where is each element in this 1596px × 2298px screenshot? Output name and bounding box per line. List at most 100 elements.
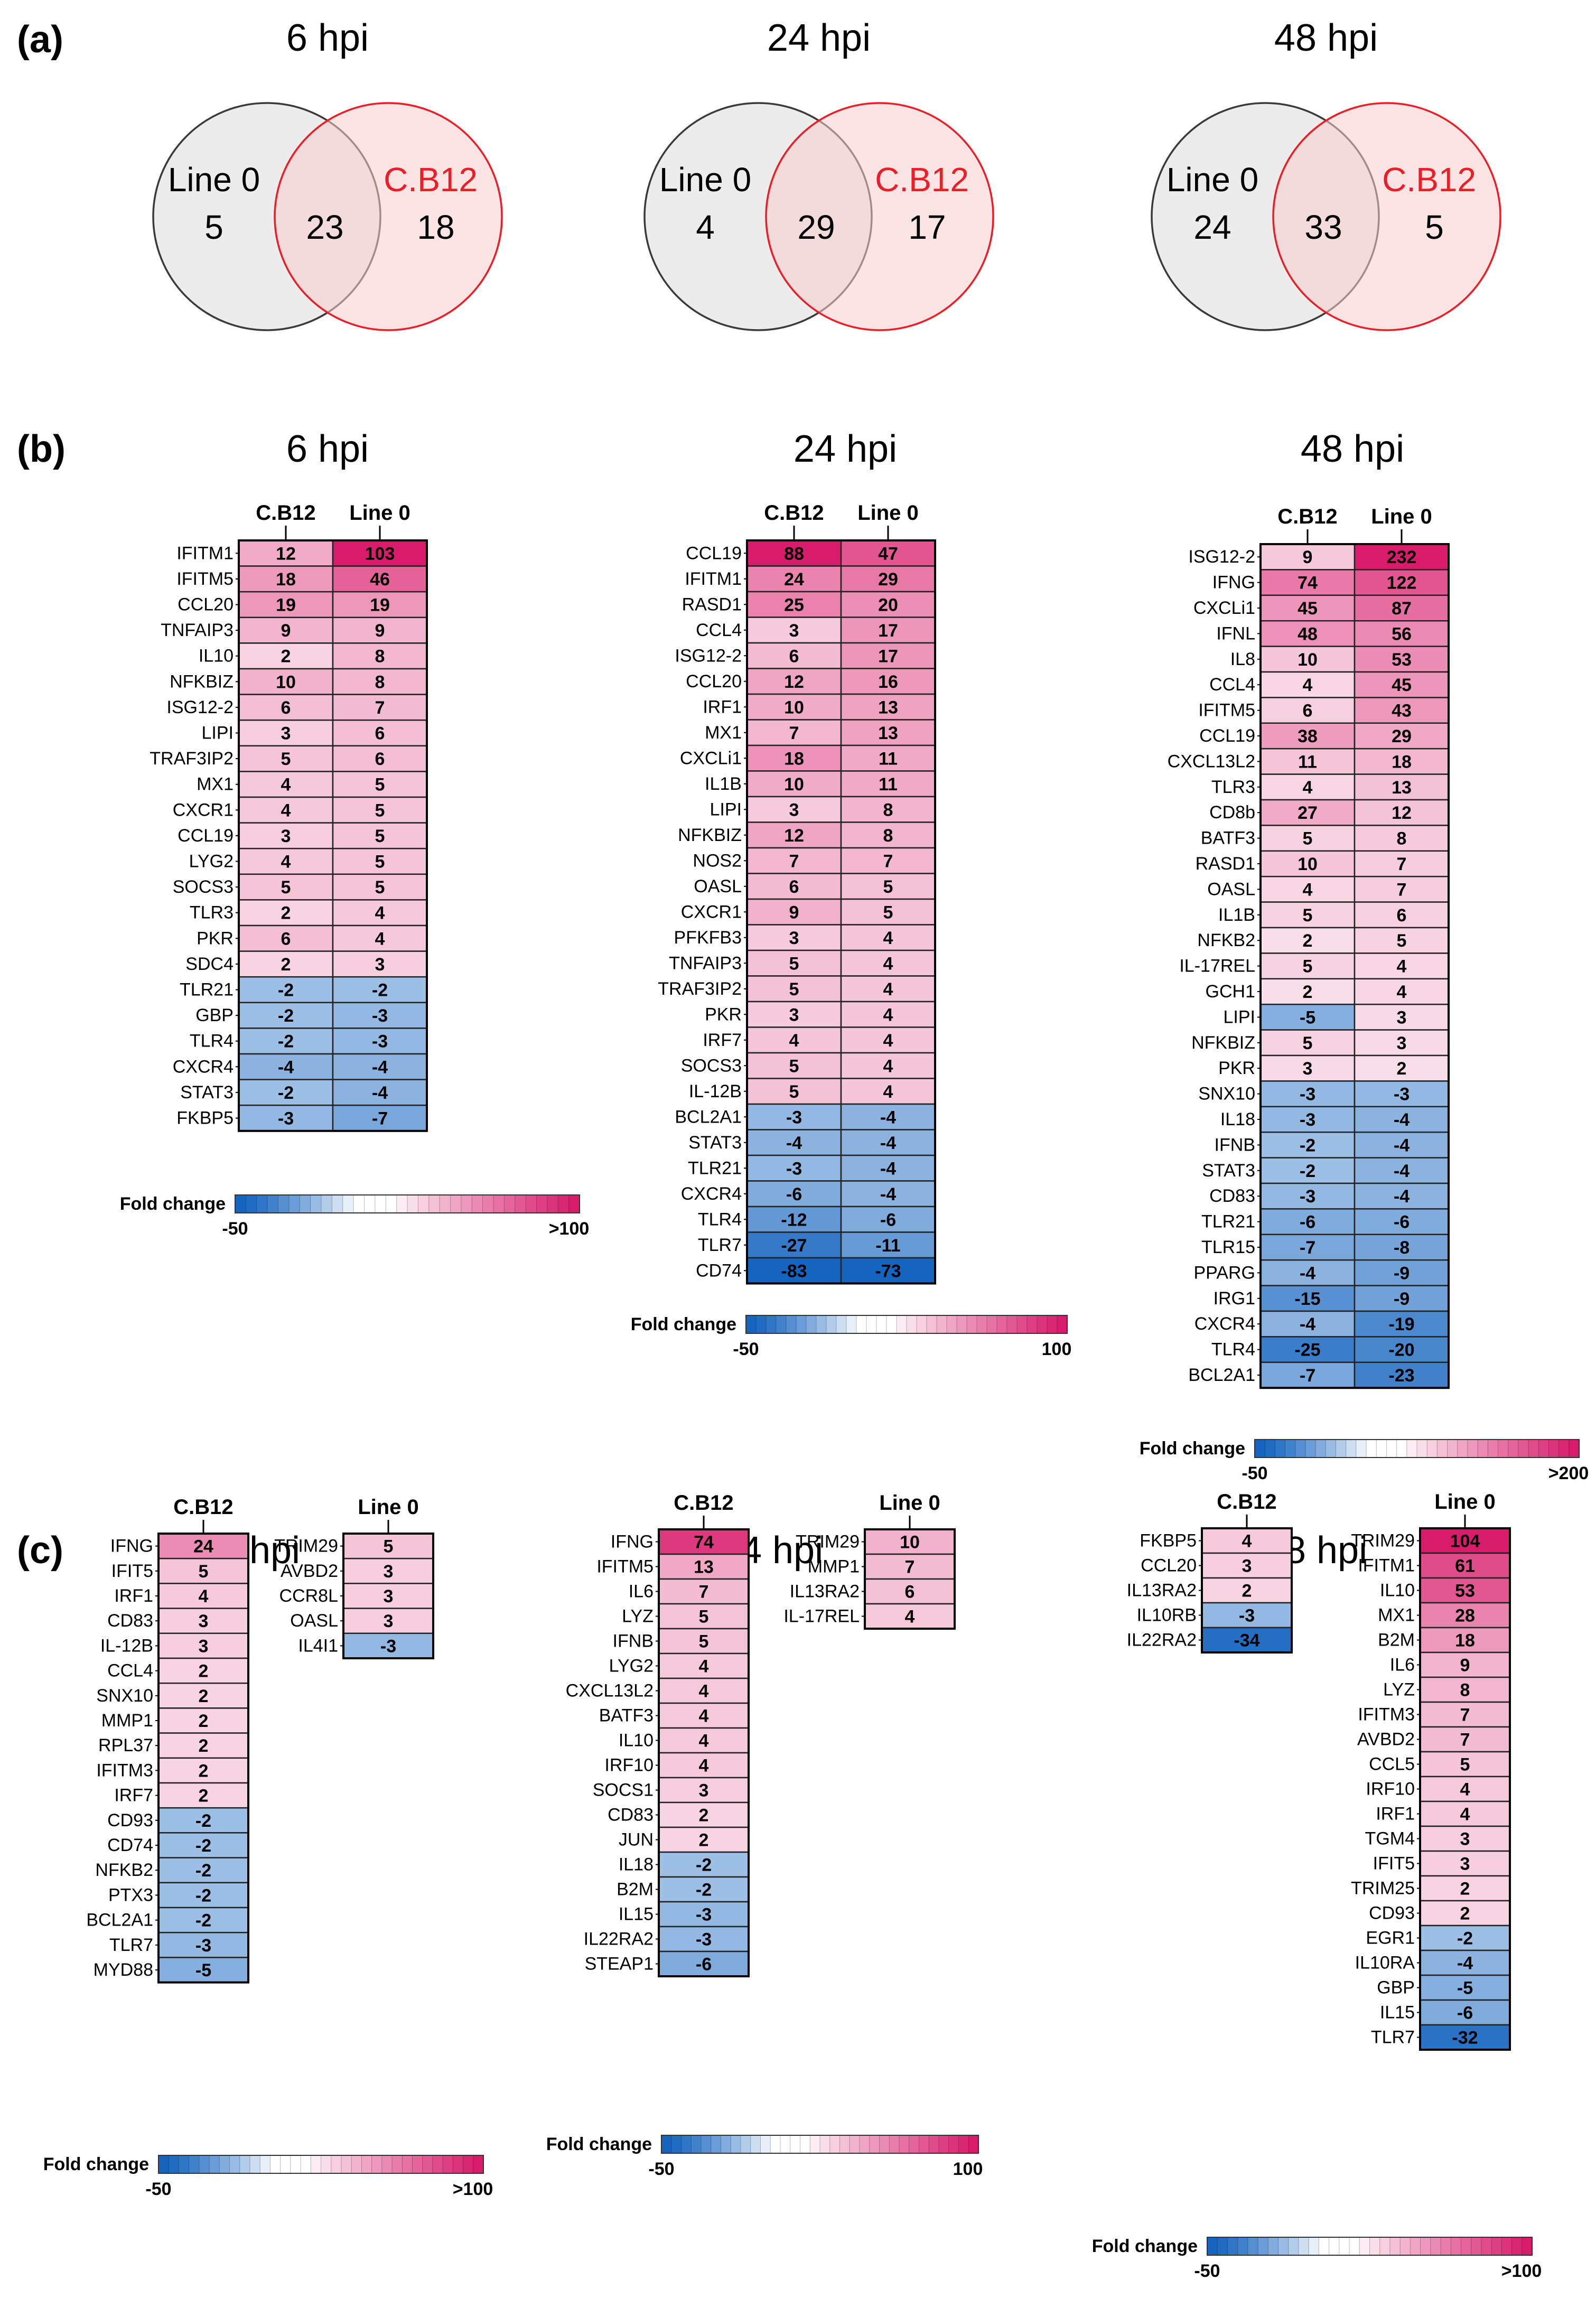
heatmap-border <box>1201 1527 1293 1654</box>
legend-swatch <box>331 1194 343 1213</box>
gene-label: IRF7 <box>114 1786 153 1806</box>
legend-swatch <box>796 1315 807 1334</box>
cell-value: -2 <box>195 1885 211 1905</box>
fold-change-legend: Fold change -50 >100 <box>120 1194 590 1239</box>
cell-value: -3 <box>786 1159 802 1179</box>
gene-label: SNX10 <box>96 1686 153 1706</box>
venn-label-line0: Line 0 <box>1166 161 1258 199</box>
fold-change-legend: Fold change -50 100 <box>546 2134 983 2179</box>
cell-value: -6 <box>1394 1212 1410 1232</box>
legend-swatch <box>896 1315 907 1334</box>
legend-swatch <box>1389 2237 1401 2256</box>
cell-value: 5 <box>883 902 893 922</box>
legend-swatch <box>229 2155 240 2174</box>
cell-value: -2 <box>195 1836 211 1856</box>
legend-swatch <box>1379 2237 1390 2256</box>
heatmap-cell <box>840 1231 936 1259</box>
legend-swatch <box>568 1194 580 1213</box>
cell-value: 2 <box>281 647 291 667</box>
gene-label: IFITM3 <box>1358 1705 1415 1725</box>
legend-swatch <box>536 1194 548 1213</box>
legend-swatch <box>493 1194 505 1213</box>
venn-count-right: 17 <box>908 208 946 246</box>
cell-value: -2 <box>195 1811 211 1831</box>
legend-title: Fold change <box>120 1194 226 1214</box>
cell-value: -6 <box>1300 1212 1315 1232</box>
cell-value: 6 <box>281 929 291 949</box>
cell-value: 5 <box>375 852 385 872</box>
legend-swatch <box>1026 1315 1038 1334</box>
gene-label: IL15 <box>619 1904 654 1925</box>
column-header: Line 0 <box>1434 1490 1496 1514</box>
cell-value: 5 <box>281 877 291 898</box>
heatmap-cell <box>746 796 842 823</box>
gene-label: PKR <box>197 928 234 948</box>
cell-value: 13 <box>1392 778 1412 798</box>
heatmap-cell <box>658 1727 750 1754</box>
legend-swatch <box>1548 1439 1560 1458</box>
gene-label: IL-12B <box>100 1636 153 1656</box>
legend-swatch <box>1436 1439 1448 1458</box>
gene-label: NFKB2 <box>1197 930 1255 950</box>
heatmap-cell <box>1354 927 1450 954</box>
cell-value: 122 <box>1387 573 1417 593</box>
gene-label: STEAP1 <box>585 1954 654 1974</box>
legend-swatch <box>1558 1439 1570 1458</box>
cell-value: -4 <box>1394 1110 1410 1130</box>
legend-swatch <box>310 2155 322 2174</box>
legend-swatch <box>364 1194 376 1213</box>
cell-value: 19 <box>276 595 296 615</box>
venn-count-overlap: 33 <box>1304 208 1342 246</box>
legend-swatch <box>168 2155 180 2174</box>
gene-label: EGR1 <box>1366 1928 1415 1948</box>
venn-circle-cb12 <box>765 102 994 331</box>
heatmap-cell <box>1259 1310 1356 1338</box>
cell-value: 2 <box>1397 1059 1407 1079</box>
gene-label: ISG12-2 <box>166 697 234 717</box>
cell-value: 3 <box>384 1586 394 1606</box>
venn-count-overlap: 23 <box>306 208 343 246</box>
cell-value: 2 <box>199 1736 209 1756</box>
cell-value: 4 <box>699 1682 709 1702</box>
cell-value: -5 <box>1457 1978 1473 1998</box>
cell-value: 3 <box>281 724 291 744</box>
legend-min: -50 <box>648 2159 674 2179</box>
gene-label: CXCL13L2 <box>1168 751 1255 771</box>
legend-title: Fold change <box>1092 2236 1198 2256</box>
gene-label: BCL2A1 <box>86 1910 153 1930</box>
cell-value: -4 <box>1394 1187 1410 1207</box>
legend-swatch <box>1037 1315 1048 1334</box>
legend-swatch <box>786 1315 797 1334</box>
legend-swatch <box>515 1194 527 1213</box>
cell-value: 8 <box>883 800 893 820</box>
heatmap-cell <box>658 1801 750 1828</box>
legend-swatch <box>361 2155 372 2174</box>
legend-swatch <box>1006 1315 1018 1334</box>
gene-label: CXCR1 <box>173 800 234 820</box>
legend-swatch <box>996 1315 1007 1334</box>
cell-value: 7 <box>1460 1705 1470 1725</box>
venn-count-overlap: 29 <box>797 208 835 246</box>
heatmap-cell <box>157 1757 249 1784</box>
cell-value: 13 <box>694 1557 714 1577</box>
legend-swatch <box>402 2155 413 2174</box>
heatmap-cell <box>238 1104 334 1132</box>
heatmap-cell <box>1419 1925 1511 1951</box>
heatmap-cell <box>1354 1029 1450 1057</box>
gene-label: IL13RA2 <box>790 1582 860 1602</box>
gene-label: ISG12-2 <box>675 646 742 666</box>
cell-value: 4 <box>883 1031 893 1051</box>
gene-label: CXCR4 <box>1194 1314 1255 1334</box>
cell-value: 24 <box>193 1537 213 1557</box>
heatmap-cell <box>238 771 334 798</box>
legend-swatch <box>1376 1439 1387 1458</box>
gene-label: IFITM1 <box>685 569 742 589</box>
legend-swatch <box>299 1194 311 1213</box>
cell-value: 11 <box>879 774 898 795</box>
gene-label: PKR <box>1218 1058 1255 1078</box>
cell-value: 56 <box>1392 624 1412 644</box>
legend-swatch <box>209 2155 220 2174</box>
legend-swatch <box>886 1315 897 1334</box>
legend-swatch <box>1406 1439 1417 1458</box>
legend-swatch <box>926 1315 937 1334</box>
